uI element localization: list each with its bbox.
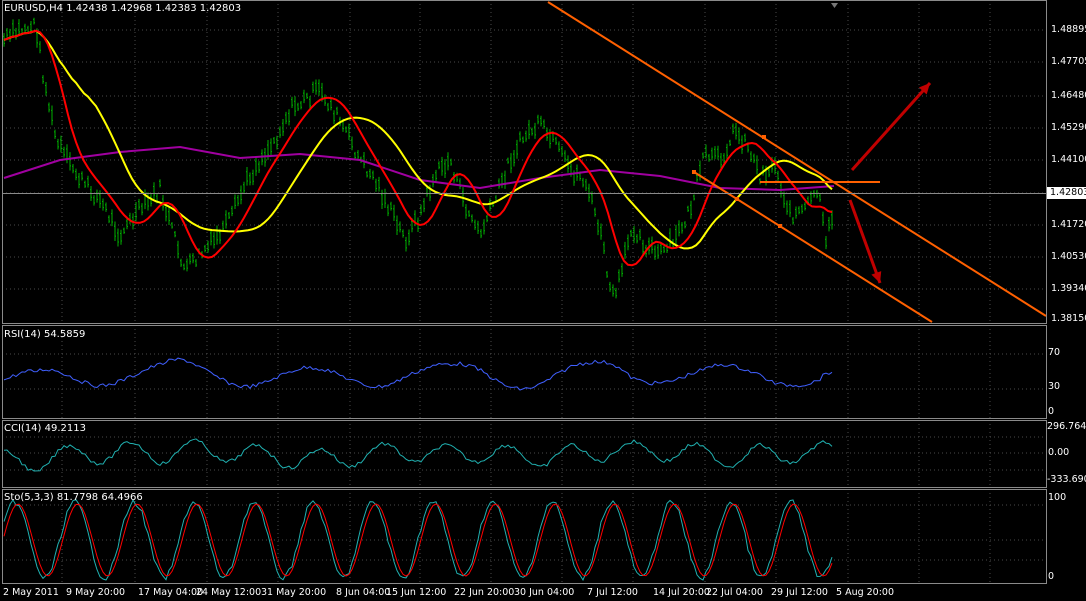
time-tick: 9 May 20:00 xyxy=(66,587,126,598)
trend-channel[interactable] xyxy=(547,1,1047,323)
time-tick: 8 Jun 04:00 xyxy=(336,587,391,598)
cci-level-0: 0.00 xyxy=(1048,447,1070,458)
price-tick: 1.48895 xyxy=(1051,24,1086,35)
pane-borders xyxy=(2,0,1047,584)
time-tick: 15 Jun 12:00 xyxy=(386,587,447,598)
rsi-level-0: 0 xyxy=(1048,406,1055,417)
symbol-header: EURUSD,H4 1.42438 1.42968 1.42383 1.4280… xyxy=(4,3,242,14)
sto-level-100: 100 xyxy=(1048,492,1067,503)
time-tick: 5 Aug 20:00 xyxy=(836,587,895,598)
sto-label: Sto(5,3,3) 81.7798 64.4966 xyxy=(4,492,143,503)
price-tick: 1.47705 xyxy=(1051,56,1086,67)
cci-level-max: 296.7647 xyxy=(1047,421,1086,432)
time-tick: 7 Jul 12:00 xyxy=(587,587,638,598)
sto-level-0: 0 xyxy=(1048,571,1055,582)
sto-signal-line xyxy=(3,503,833,577)
cci-label: CCI(14) 49.2113 xyxy=(4,423,86,434)
price-tick: 1.45290 xyxy=(1051,122,1086,133)
time-tick: 29 Jul 12:00 xyxy=(771,587,828,598)
price-tick: 1.39340 xyxy=(1051,283,1086,294)
grid xyxy=(2,0,1046,583)
direction-arrows[interactable] xyxy=(848,81,932,284)
rsi-level-70: 70 xyxy=(1048,347,1061,358)
ma-purple-line xyxy=(3,145,835,192)
price-tick: 1.41720 xyxy=(1051,219,1086,230)
rsi-label: RSI(14) 54.5859 xyxy=(4,329,86,340)
time-tick: 2 May 2011 xyxy=(3,587,59,598)
time-tick: 24 May 12:00 xyxy=(196,587,262,598)
ma-yellow-line xyxy=(3,29,833,250)
price-bars xyxy=(3,17,833,299)
price-tick: 1.46480 xyxy=(1051,90,1086,101)
time-tick: 30 Jun 04:00 xyxy=(514,587,575,598)
current-price-tag: 1.42803 xyxy=(1047,187,1086,199)
price-tick: 1.40530 xyxy=(1051,251,1086,262)
cci-line xyxy=(3,438,833,472)
ma-red-line xyxy=(3,29,833,267)
time-tick: 22 Jun 20:00 xyxy=(454,587,515,598)
price-tick: 1.38150 xyxy=(1051,313,1086,324)
time-tick: 22 Jul 04:00 xyxy=(706,587,763,598)
cci-level-min: -333.690 xyxy=(1047,474,1086,485)
time-tick: 17 May 04:00 xyxy=(138,587,204,598)
rsi-line xyxy=(3,357,833,391)
time-tick: 14 Jul 20:00 xyxy=(653,587,710,598)
rsi-level-30: 30 xyxy=(1048,381,1061,392)
sto-main-line xyxy=(3,498,833,582)
price-tick: 1.44100 xyxy=(1051,154,1086,165)
time-tick: 31 May 20:00 xyxy=(261,587,327,598)
